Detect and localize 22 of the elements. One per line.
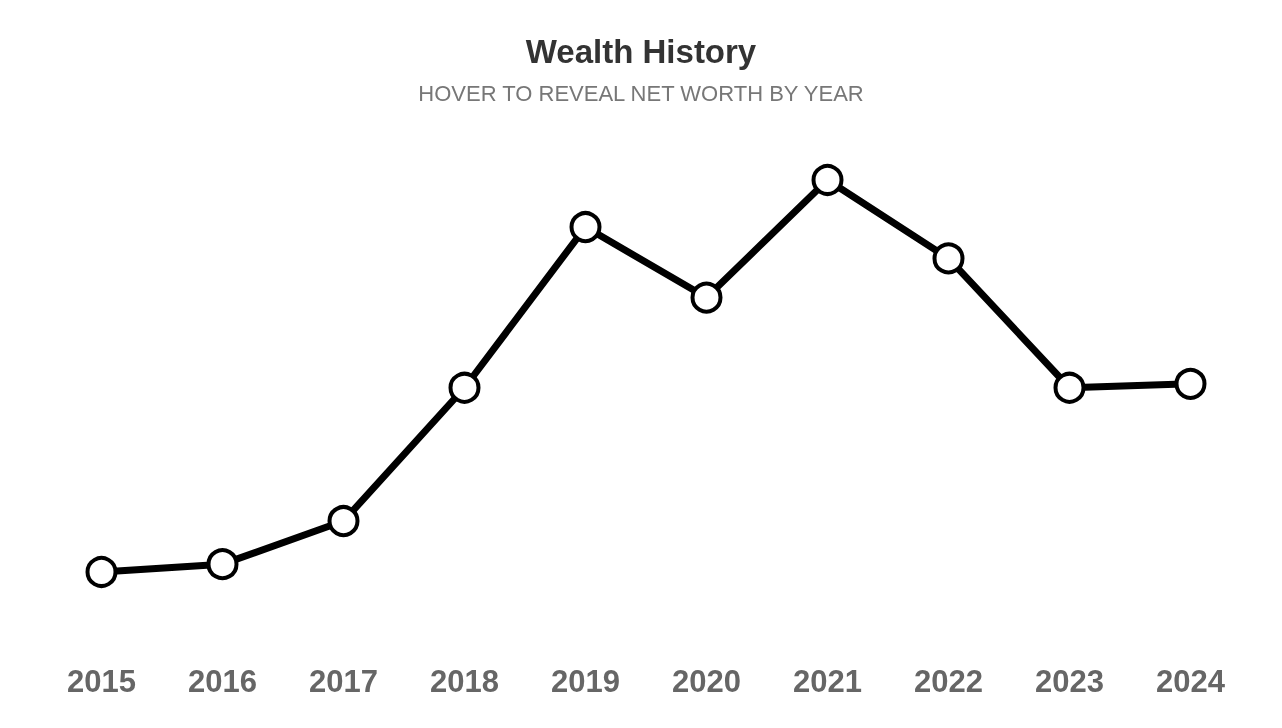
point [1053,371,1086,404]
x-tick-label: 2023 [1035,664,1104,699]
x-tick-label: 2019 [551,664,620,699]
chart-title: Wealth History [525,33,757,70]
point [1174,367,1207,400]
chart-subtitle: HOVER TO REVEAL NET WORTH BY YEAR [418,80,864,106]
point [811,164,844,196]
point [85,556,118,588]
x-tick-label: 2024 [1156,664,1226,699]
point [569,211,602,244]
point [206,548,239,581]
x-tick-label: 2020 [672,664,741,699]
point [448,371,481,404]
x-tick-label: 2022 [914,664,983,699]
x-tick-label: 2015 [67,664,136,699]
x-tick-label: 2021 [793,664,862,699]
point [932,242,965,275]
point [690,281,723,314]
x-tick-label: 2018 [430,664,499,699]
x-tick-label: 2017 [309,664,378,699]
point [327,505,360,538]
x-tick-label: 2016 [188,664,257,699]
